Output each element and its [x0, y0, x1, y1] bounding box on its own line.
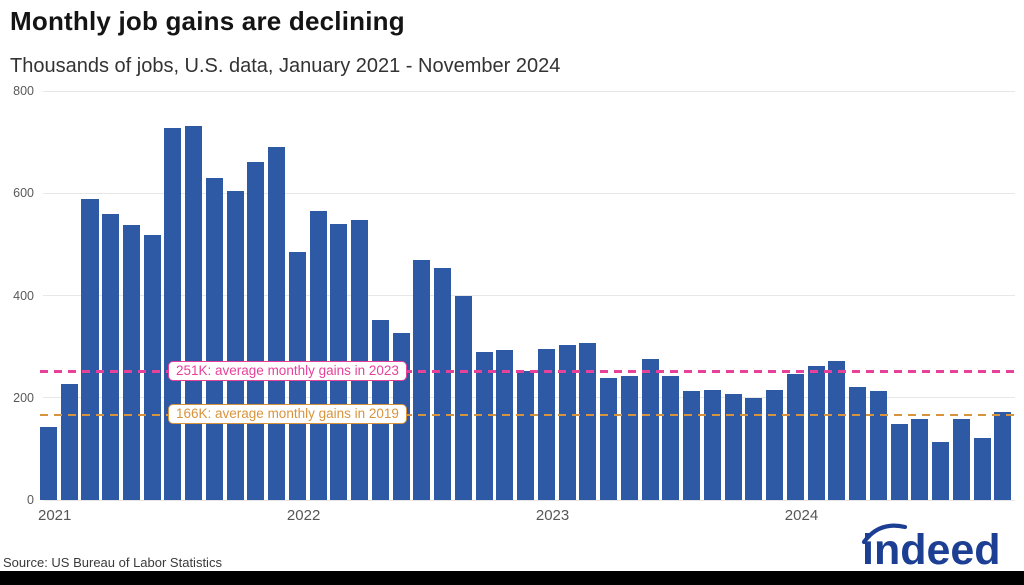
bar	[434, 268, 452, 500]
bar	[807, 365, 825, 500]
bar	[849, 387, 867, 500]
gridline-y0	[43, 499, 1015, 501]
bar	[724, 393, 742, 500]
bar	[703, 389, 721, 500]
bar	[185, 125, 203, 500]
bar	[973, 438, 991, 500]
reference-line-label: 251K: average monthly gains in 2023	[168, 360, 407, 381]
page-subtitle: Thousands of jobs, U.S. data, January 20…	[10, 55, 561, 77]
bar	[745, 397, 763, 500]
bar	[600, 377, 618, 500]
bar	[309, 211, 327, 500]
bar	[828, 360, 846, 500]
y-axis-tick-label: 200	[13, 390, 34, 405]
reference-line-label: 166K: average monthly gains in 2019	[168, 404, 407, 425]
bar	[662, 375, 680, 500]
bar	[351, 219, 369, 500]
bar	[475, 352, 493, 500]
bar	[226, 190, 244, 500]
y-axis-tick-label: 600	[13, 186, 34, 201]
bar	[205, 177, 223, 500]
reference-line	[40, 370, 1015, 373]
bar	[932, 441, 950, 500]
bar	[766, 390, 784, 500]
bar	[869, 390, 887, 500]
indeed-logo: indeed	[852, 516, 1020, 577]
bar	[537, 349, 555, 500]
bar	[164, 127, 182, 500]
bar	[890, 423, 908, 500]
gridline-y600	[43, 192, 1015, 194]
bar	[994, 412, 1012, 500]
page-title: Monthly job gains are declining	[10, 6, 405, 36]
bar	[413, 260, 431, 500]
y-axis-tick-label: 800	[13, 84, 34, 98]
bar	[558, 344, 576, 500]
x-axis-tick-label: 2021	[38, 507, 72, 524]
logo-swoosh-icon	[861, 523, 908, 545]
bar	[122, 224, 140, 500]
bar	[496, 349, 514, 500]
indeed-logo-graphic: indeed	[861, 523, 1001, 574]
y-axis-tick-label: 400	[13, 288, 34, 303]
bar	[40, 426, 58, 500]
bar	[268, 147, 286, 500]
bar	[517, 370, 535, 500]
bar	[952, 419, 970, 500]
x-axis-tick-label: 2022	[286, 507, 321, 524]
logo-wordmark: indeed	[862, 526, 1001, 572]
gridline-y800	[43, 90, 1015, 92]
bar	[247, 161, 265, 500]
bar	[579, 342, 597, 500]
x-axis-tick-label: 2023	[535, 507, 570, 524]
bar	[143, 235, 161, 500]
bar	[786, 374, 804, 500]
bar	[81, 199, 99, 500]
footer-strip	[0, 571, 1024, 585]
bar	[641, 358, 659, 500]
bar	[683, 390, 701, 500]
bar	[60, 383, 78, 500]
bar	[911, 418, 929, 500]
reference-line	[40, 413, 1015, 417]
gridline-y400	[43, 295, 1015, 296]
bar	[102, 213, 120, 500]
x-axis-tick-label: 2024	[784, 507, 819, 524]
source-note: Source: US Bureau of Labor Statistics	[3, 555, 222, 570]
bar	[454, 296, 472, 500]
bar	[620, 375, 638, 500]
y-axis-tick-label: 0	[27, 493, 34, 507]
